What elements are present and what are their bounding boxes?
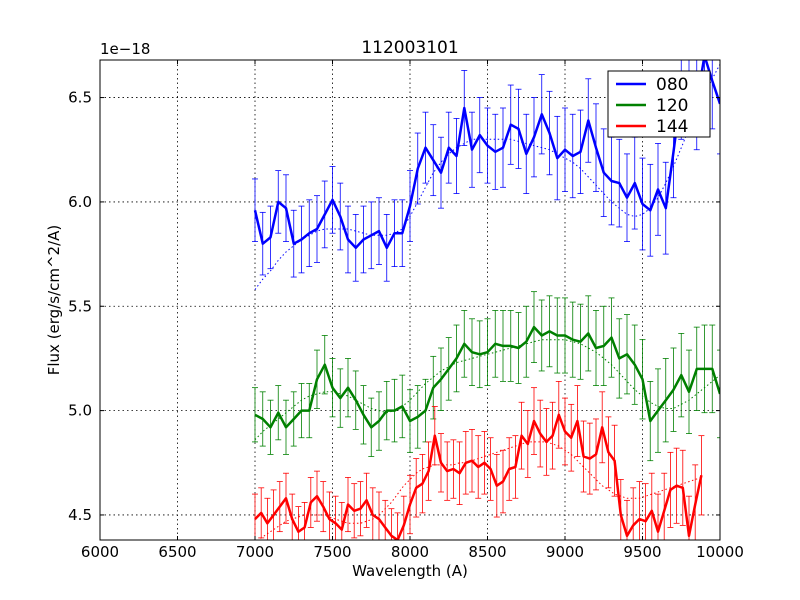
- y-tick-label: 6.0: [68, 193, 92, 211]
- x-tick-label: 8000: [391, 543, 429, 561]
- x-tick-label: 6000: [81, 543, 119, 561]
- x-tick-label: 8500: [468, 543, 506, 561]
- y-tick-label: 5.0: [68, 402, 92, 420]
- legend-label-120: 120: [656, 96, 688, 116]
- x-tick-label: 7000: [236, 543, 274, 561]
- y-tick-label: 4.5: [68, 506, 92, 524]
- tick-labels: 6000 6500 7000 7500 8000 8500 9000 9500 10000 4.5…: [68, 89, 744, 561]
- series-120: [252, 291, 720, 462]
- y-offset-label: 1e−18: [100, 40, 150, 58]
- series-144: [252, 380, 705, 540]
- y-tick-label: 5.5: [68, 297, 92, 315]
- x-tick-label: 6500: [158, 543, 196, 561]
- x-tick-label: 10000: [696, 543, 744, 561]
- chart-title: 112003101: [361, 38, 458, 58]
- x-axis-label: Wavelength (A): [352, 562, 468, 580]
- legend-label-080: 080: [656, 75, 688, 95]
- series-line-144: [254, 413, 703, 540]
- x-tick-label: 9000: [546, 543, 584, 561]
- series-line-120: [254, 325, 720, 429]
- series-line-080: [253, 60, 720, 250]
- ticks: [99, 60, 721, 540]
- legend-label-144: 144: [656, 117, 688, 137]
- y-axis-label: Flux (erg/s/cm^2/A): [45, 225, 63, 376]
- y-tick-label: 6.5: [68, 89, 92, 107]
- x-tick-label: 7500: [313, 543, 351, 561]
- x-tick-label: 9500: [623, 543, 661, 561]
